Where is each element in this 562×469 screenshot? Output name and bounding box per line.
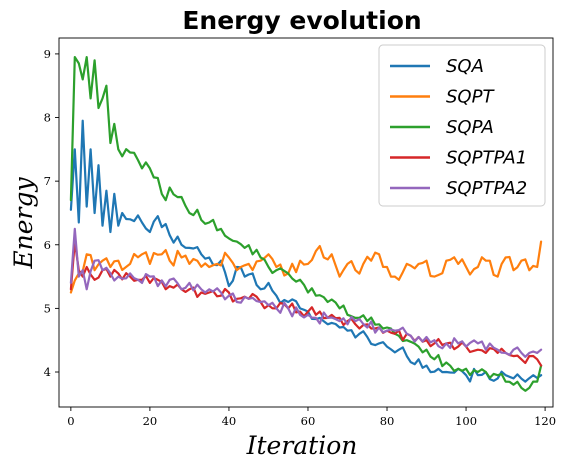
y-tick-label: 6 <box>44 238 51 252</box>
legend-label-sqa: SQA <box>446 56 484 77</box>
legend-box <box>378 44 546 207</box>
x-axis-label: Iteration <box>246 431 358 460</box>
plot-area <box>58 37 554 408</box>
y-tick-label: 4 <box>44 365 51 379</box>
legend: SQA SQPT SQPA SQPTPA1 SQPTPA2 <box>378 44 546 207</box>
x-tick-label: 80 <box>380 414 395 428</box>
x-tick-label: 0 <box>67 414 74 428</box>
chart-title: Energy evolution <box>182 6 421 35</box>
x-tick-label: 40 <box>222 414 237 428</box>
legend-label-sqpt: SQPT <box>446 87 495 108</box>
x-tick-label: 120 <box>534 414 556 428</box>
y-tick-label: 8 <box>44 111 51 125</box>
y-tick-label: 9 <box>44 47 51 61</box>
series-line-sqpt <box>69 240 543 294</box>
series-line-sqa <box>69 119 543 383</box>
y-axis-ticks: 4 5 6 7 8 9 <box>44 47 59 379</box>
x-tick-label: 60 <box>301 414 316 428</box>
y-tick-label: 7 <box>44 174 51 188</box>
series-layer <box>69 55 543 392</box>
y-tick-label: 5 <box>44 301 51 315</box>
series-line-sqpa <box>69 55 543 392</box>
x-tick-label: 100 <box>455 414 477 428</box>
x-axis-ticks: 0 20 40 60 80 100 120 <box>67 407 556 428</box>
legend-label-sqptpa1: SQPTPA1 <box>446 148 527 169</box>
series-line-sqptpa2 <box>69 227 543 358</box>
legend-label-sqpa: SQPA <box>446 117 494 138</box>
x-tick-label: 20 <box>143 414 158 428</box>
axes-frame <box>58 37 554 408</box>
legend-label-sqptpa2: SQPTPA2 <box>446 178 527 199</box>
y-axis-label: Energy <box>9 177 38 270</box>
